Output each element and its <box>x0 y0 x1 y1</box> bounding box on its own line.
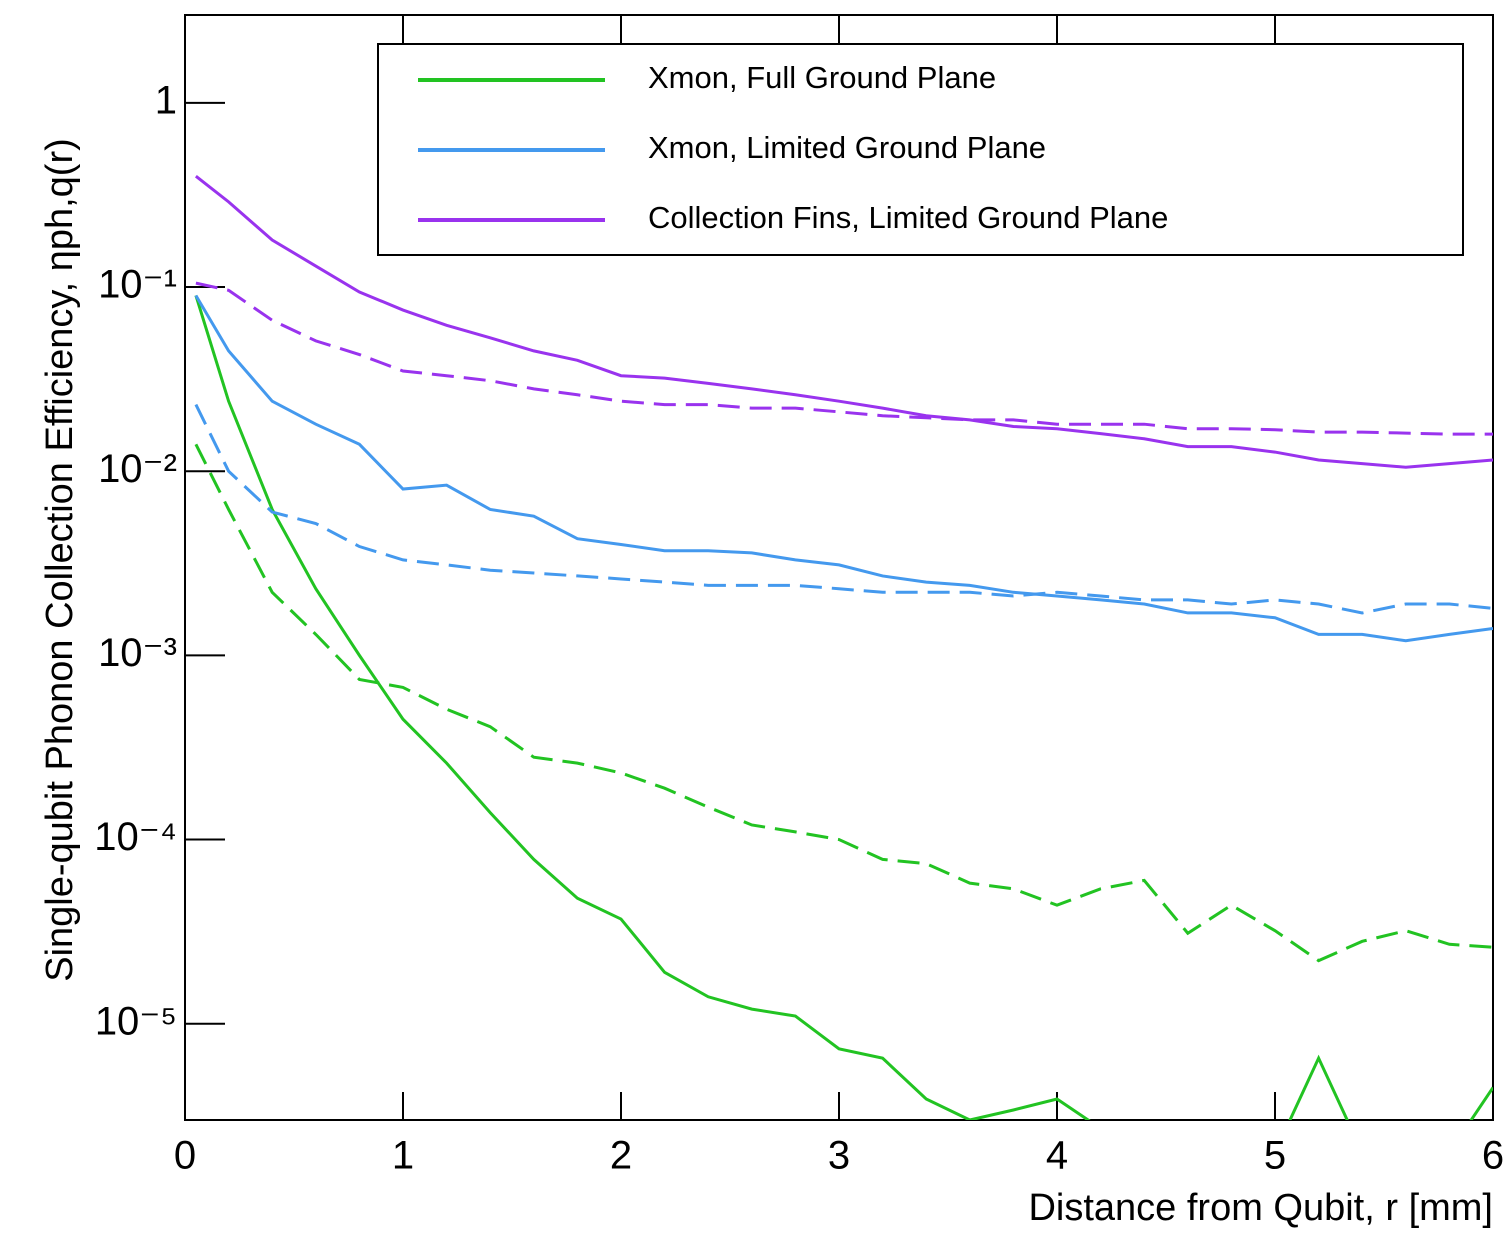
y-axis-label: Single-qubit Phonon Collection Efficienc… <box>39 138 81 982</box>
x-tick-label: 3 <box>828 1134 850 1178</box>
series-line <box>194 295 1493 1120</box>
x-tick-label: 1 <box>392 1134 414 1178</box>
y-tick-label: 10⁻¹ <box>98 263 177 307</box>
series-line <box>194 174 1493 469</box>
y-tick-label: 10⁻⁴ <box>94 815 177 859</box>
legend-label: Xmon, Full Ground Plane <box>648 60 996 95</box>
x-axis-label: Distance from Qubit, r [mm] <box>1028 1187 1493 1229</box>
legend-label: Collection Fins, Limited Ground Plane <box>648 200 1168 235</box>
y-tick-label: 10⁻³ <box>98 631 177 675</box>
series-line <box>194 294 1493 643</box>
x-tick-label: 2 <box>610 1134 632 1178</box>
y-tick-label: 1 <box>155 78 177 122</box>
plot-lines <box>194 174 1493 1120</box>
y-tick-label: 10⁻⁵ <box>95 999 177 1043</box>
legend-label: Xmon, Limited Ground Plane <box>648 130 1046 165</box>
x-tick-label: 0 <box>174 1134 196 1178</box>
x-tick-label: 6 <box>1482 1134 1504 1178</box>
series-line <box>194 443 1493 963</box>
series-line <box>194 403 1493 615</box>
x-tick-label: 5 <box>1264 1134 1286 1178</box>
y-tick-label: 10⁻² <box>98 447 177 491</box>
series-line <box>195 281 1493 436</box>
x-tick-label: 4 <box>1046 1134 1068 1178</box>
